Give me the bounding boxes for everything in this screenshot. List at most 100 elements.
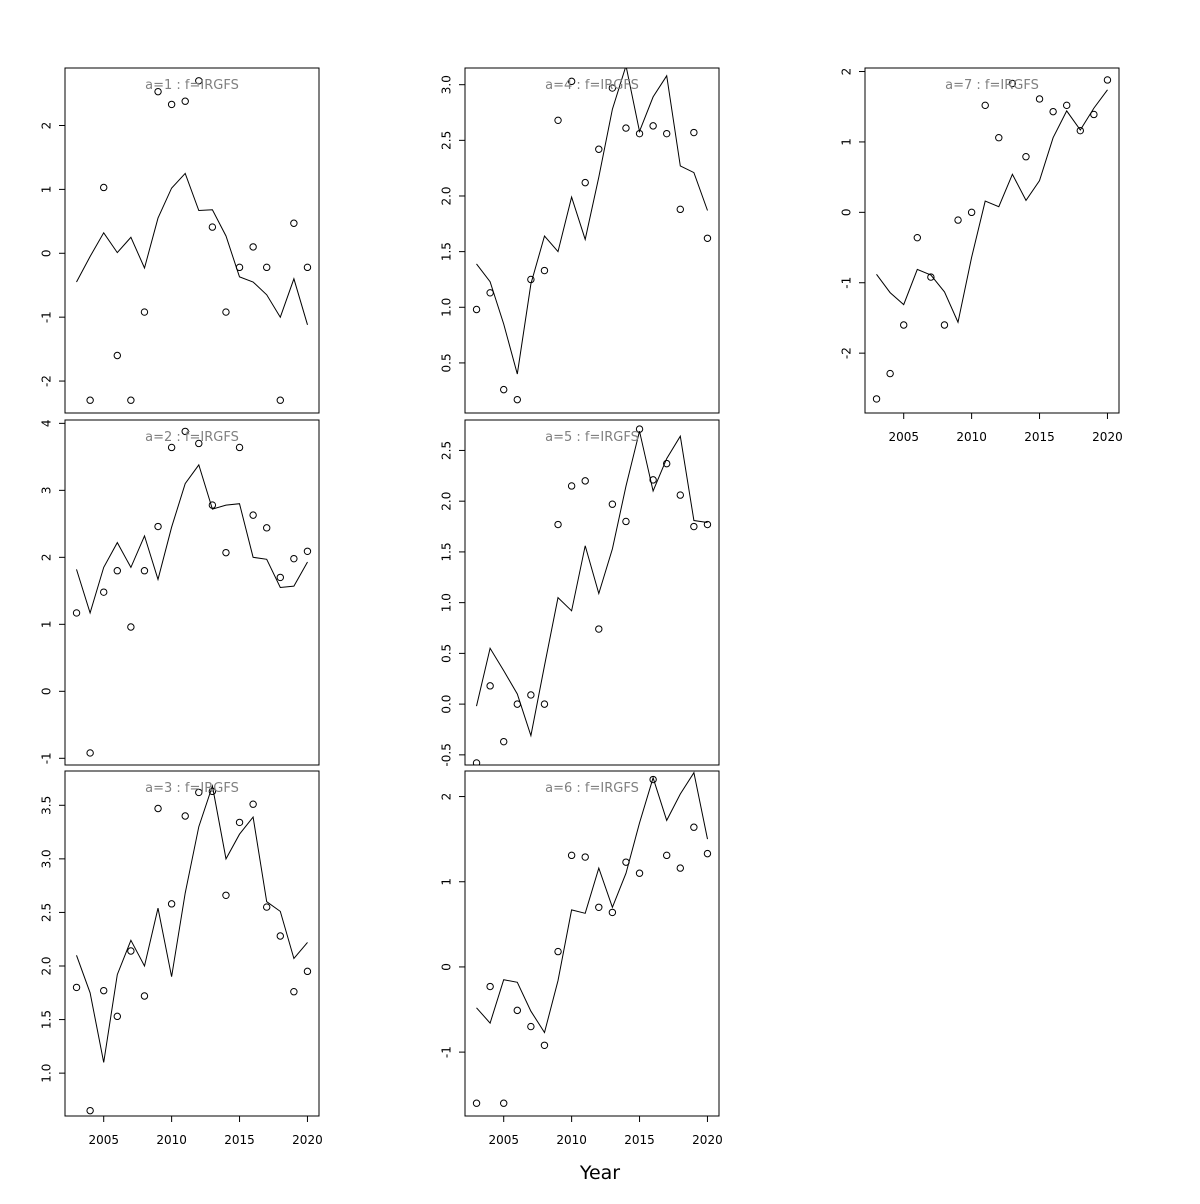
- panel-frame: [864, 67, 1120, 414]
- y-tick-label: 1.0: [40, 1064, 54, 1083]
- observed-point: [663, 851, 671, 860]
- y-tick-label: 2: [40, 122, 54, 130]
- observed-point: [886, 369, 894, 378]
- observed-point: [167, 900, 176, 908]
- observed-point: [540, 266, 549, 275]
- y-tick-label: 2.5: [440, 131, 454, 150]
- observed-point: [195, 439, 203, 448]
- observed-point: [622, 124, 630, 132]
- observed-point: [1035, 95, 1044, 103]
- panel-frame: [64, 67, 320, 414]
- panel-6: -1 0 1 2 2005 2010 2015 2020 a=6 : f=IRGFS: [440, 770, 723, 1147]
- observed-point: [276, 932, 284, 940]
- fitted-line: [476, 771, 708, 1034]
- y-tick-label: 3.5: [40, 796, 54, 815]
- observed-point: [154, 522, 162, 531]
- observed-point: [72, 609, 81, 617]
- observed-point: [486, 982, 494, 991]
- y-tick-label: 0: [40, 249, 54, 257]
- observed-point: [940, 321, 949, 329]
- observed-point: [967, 208, 976, 217]
- observed-point: [608, 500, 617, 508]
- observed-point: [649, 122, 657, 130]
- panel-5: -0.5 0.0 0.5 1.0 1.5 2.0 2.5 a=5 : f=IRGFS: [440, 419, 720, 767]
- observed-point: [472, 1099, 481, 1107]
- observed-point: [140, 567, 149, 575]
- observed-point: [595, 625, 603, 633]
- x-tick-label: 2015: [624, 1133, 655, 1147]
- x-tick-label: 2015: [1024, 430, 1055, 444]
- observed-point: [195, 788, 203, 797]
- panel-title: a=7 : f=IRGFS: [945, 78, 1039, 93]
- y-tick-label: 2.0: [440, 492, 454, 511]
- observed-point: [900, 321, 908, 329]
- y-tick-label: 2: [40, 554, 54, 562]
- observed-point: [554, 947, 562, 956]
- fitted-line: [476, 68, 708, 375]
- panel-2: -1 0 1 2 3 4 a=2 : f=IRGFS: [40, 419, 320, 766]
- plot-area: [872, 76, 1112, 403]
- fitted-line: [476, 431, 708, 738]
- y-tick-label: 1: [40, 186, 54, 194]
- observed-point: [1008, 79, 1017, 88]
- observed-point: [235, 443, 244, 452]
- observed-point: [72, 983, 81, 992]
- observed-point: [540, 700, 549, 708]
- fitted-line: [76, 172, 308, 325]
- observed-point: [235, 818, 244, 827]
- x-tick-label: 2020: [692, 1133, 723, 1147]
- panel-title: a=3 : f=IRGFS: [145, 781, 239, 796]
- observed-point: [635, 869, 644, 877]
- plot-area: [472, 68, 712, 404]
- observed-point: [263, 263, 271, 272]
- observed-point: [472, 305, 481, 314]
- observed-point: [303, 967, 312, 976]
- observed-point: [249, 243, 257, 251]
- observed-point: [290, 554, 298, 563]
- observed-point: [690, 128, 698, 137]
- observed-point: [554, 520, 562, 529]
- y-tick-label: 3: [40, 487, 54, 495]
- x-tick-label: 2020: [1092, 430, 1123, 444]
- observed-point: [113, 351, 121, 360]
- observed-point: [113, 1012, 121, 1021]
- observed-point: [113, 567, 121, 575]
- y-tick-label: 1.5: [40, 1010, 54, 1029]
- observed-point: [513, 700, 521, 708]
- y-tick-label: -1: [440, 1046, 454, 1058]
- observed-point: [222, 548, 230, 557]
- observed-point: [595, 145, 603, 153]
- observed-point: [100, 588, 108, 596]
- panel-frame: [464, 67, 720, 414]
- observed-point: [195, 77, 203, 85]
- y-tick-label: -2: [840, 347, 854, 359]
- y-tick-label: 1: [440, 878, 454, 886]
- x-tick-label: 2010: [956, 430, 987, 444]
- observed-point: [86, 749, 94, 757]
- observed-point: [1103, 76, 1112, 84]
- y-tick-label: 1.0: [440, 298, 454, 317]
- observed-point: [527, 275, 535, 284]
- observed-point: [981, 101, 989, 110]
- observed-point: [208, 787, 217, 796]
- panel-4: 0.5 1.0 1.5 2.0 2.5 3.0 a=4 : f=IRGFS: [440, 67, 720, 414]
- y-tick-label: 2.5: [40, 903, 54, 922]
- observed-point: [690, 522, 698, 531]
- plot-area: [72, 427, 312, 757]
- panel-title: a=2 : f=IRGFS: [145, 430, 239, 445]
- panel-title: a=1 : f=IRGFS: [145, 78, 239, 93]
- panel-title: a=4 : f=IRGFS: [545, 78, 639, 93]
- observed-point: [100, 986, 108, 995]
- observed-point: [581, 853, 589, 861]
- observed-point: [208, 501, 217, 509]
- observed-point: [581, 178, 589, 187]
- observed-point: [486, 682, 494, 690]
- observed-point: [1022, 153, 1030, 161]
- plot-area: [472, 425, 712, 765]
- y-tick-label: -1: [40, 311, 54, 323]
- observed-point: [1076, 126, 1084, 135]
- x-tick-label: 2020: [292, 1133, 323, 1147]
- y-tick-label: 3.0: [40, 849, 54, 868]
- observed-point: [649, 476, 657, 484]
- observed-point: [167, 100, 176, 109]
